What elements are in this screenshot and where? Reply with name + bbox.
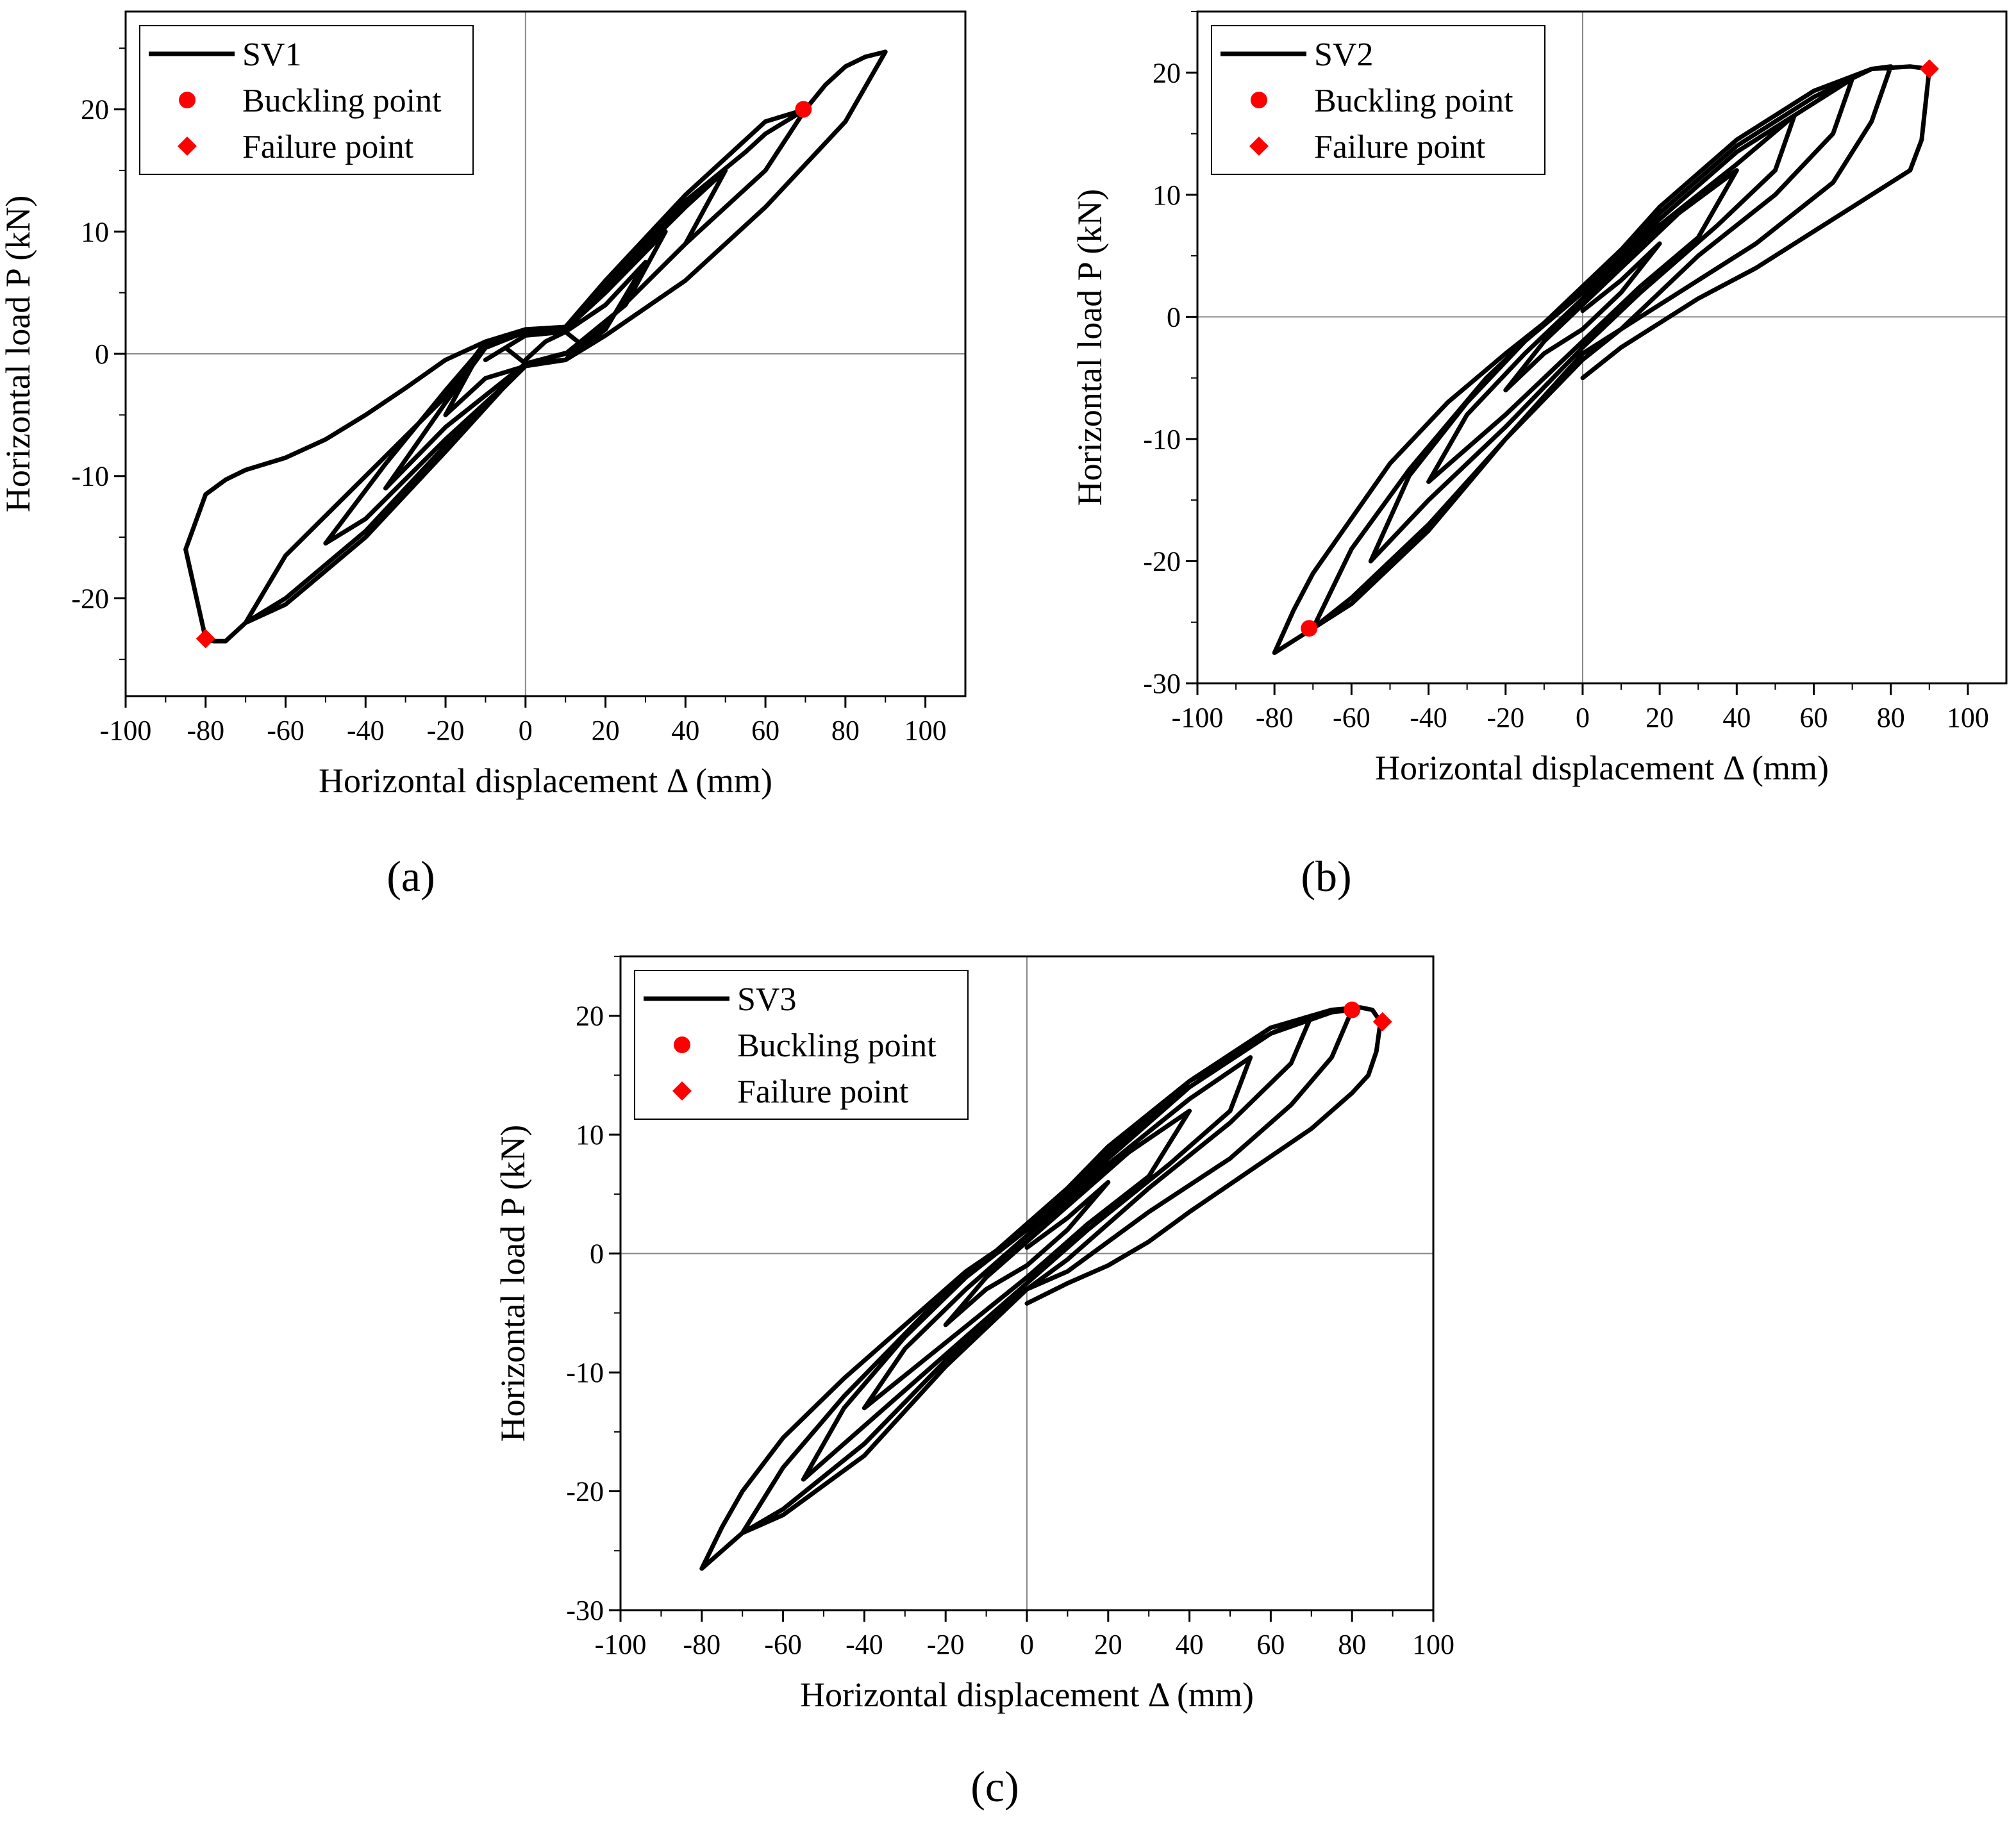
x-tick-label-a: -40 xyxy=(347,715,385,746)
x-tick-label-b: 0 xyxy=(1576,702,1590,733)
series-line-SV3 xyxy=(699,1005,1383,1571)
x-tick-label-c: 40 xyxy=(1176,1629,1204,1660)
x-tick-label-a: 40 xyxy=(671,715,699,746)
legend-circle-swatch-b xyxy=(1251,92,1267,108)
x-tick-label-b: 80 xyxy=(1877,702,1905,733)
legend-circle-swatch-a xyxy=(179,92,196,108)
failure-point-marker-b xyxy=(1919,59,1939,79)
failure-point-marker-a xyxy=(196,629,215,649)
y-tick-label-c: -20 xyxy=(566,1476,604,1508)
y-tick-label-a: 10 xyxy=(81,216,109,247)
x-tick-label-a: 0 xyxy=(519,715,533,746)
x-tick-label-a: 100 xyxy=(904,715,947,746)
panel-label-b: (b) xyxy=(1301,852,1351,901)
legend-entry-a: Buckling point xyxy=(242,83,442,119)
x-tick-label-b: -20 xyxy=(1487,702,1524,733)
x-tick-label-b: 20 xyxy=(1645,702,1674,733)
panel-label-a: (a) xyxy=(387,852,435,901)
y-tick-label-b: 0 xyxy=(1167,301,1181,333)
y-tick-label-b: 20 xyxy=(1153,57,1181,88)
legend-diamond-swatch-a xyxy=(178,137,197,156)
x-axis-title-a: Horizontal displacement Δ (mm) xyxy=(319,761,772,800)
y-tick-label-c: 20 xyxy=(576,1001,604,1032)
x-tick-label-c: 80 xyxy=(1338,1629,1366,1660)
x-axis-title-c: Horizontal displacement Δ (mm) xyxy=(800,1676,1254,1714)
plot-frame-b xyxy=(1196,10,2008,685)
legend-diamond-swatch-b xyxy=(1249,137,1269,156)
y-tick-label-b: 10 xyxy=(1153,179,1181,211)
legend-entry-c: Buckling point xyxy=(737,1028,937,1064)
chart-panel-c: -100 -80 -60 -40 -20 0 20 40 60 80 100-30-20-10010… xyxy=(494,955,1454,1811)
x-tick-label-b: -60 xyxy=(1333,702,1370,733)
y-tick-label-c: -10 xyxy=(566,1357,604,1388)
x-tick-label-c: -20 xyxy=(927,1629,965,1660)
y-axis-title-a: Horizontal load P (kN) xyxy=(0,196,37,512)
y-tick-label-a: -20 xyxy=(71,583,109,614)
x-tick-label-c: 0 xyxy=(1020,1629,1034,1660)
y-tick-label-c: 0 xyxy=(590,1238,604,1270)
legend-entry-a: Failure point xyxy=(242,129,414,165)
legend-a: SV1 Buckling point Failure point xyxy=(139,25,474,175)
failure-point-marker-c xyxy=(1372,1012,1392,1031)
legend-b: SV2 Buckling point Failure point xyxy=(1211,25,1545,175)
buckling-point-marker-b xyxy=(1301,620,1318,637)
x-tick-label-a: 60 xyxy=(751,715,779,746)
y-tick-label-c: -30 xyxy=(566,1595,604,1626)
y-tick-label-a: 0 xyxy=(95,338,109,370)
chart-panel-a: -100 -80 -60 -40 -20 0 20 40 60 80 100-20-1001020 … xyxy=(0,10,967,901)
x-tick-label-a: 20 xyxy=(592,715,620,746)
y-tick-label-b: -30 xyxy=(1143,668,1181,699)
buckling-point-marker-a xyxy=(795,101,812,118)
y-axis-title-c: Horizontal load P (kN) xyxy=(494,1125,532,1442)
x-tick-label-c: -40 xyxy=(846,1629,883,1660)
legend-entry-b: Failure point xyxy=(1314,129,1486,165)
x-tick-label-c: 100 xyxy=(1412,1629,1454,1660)
legend-circle-swatch-c xyxy=(674,1036,690,1053)
x-tick-label-c: 60 xyxy=(1256,1629,1285,1660)
y-tick-label-a: 20 xyxy=(81,94,109,126)
legend-entry-c: SV3 xyxy=(737,981,796,1018)
x-tick-label-b: -40 xyxy=(1410,702,1447,733)
x-tick-label-b: -80 xyxy=(1256,702,1294,733)
x-axis-title-b: Horizontal displacement Δ (mm) xyxy=(1375,749,1829,787)
x-tick-label-b: 100 xyxy=(1947,702,1989,733)
x-tick-label-a: -20 xyxy=(427,715,465,746)
chart-panel-b: -100 -80 -60 -40 -20 0 20 40 60 80 100-30-20-10010… xyxy=(1070,10,2008,901)
x-tick-label-c: -80 xyxy=(683,1629,721,1660)
series-line-SV2 xyxy=(1272,64,1932,655)
y-tick-label-b: -10 xyxy=(1143,424,1181,455)
x-tick-label-a: 80 xyxy=(831,715,860,746)
legend-entry-a: SV1 xyxy=(242,37,301,73)
y-tick-label-b: -20 xyxy=(1143,545,1181,577)
x-tick-label-c: -60 xyxy=(764,1629,802,1660)
x-tick-label-a: -60 xyxy=(267,715,304,746)
panel-label-c: (c) xyxy=(971,1762,1019,1811)
legend-entry-b: SV2 xyxy=(1314,37,1373,73)
legend-diamond-swatch-c xyxy=(672,1081,692,1101)
y-tick-label-c: 10 xyxy=(576,1119,604,1151)
legend-c: SV3 Buckling point Failure point xyxy=(634,970,969,1120)
x-tick-label-a: -80 xyxy=(187,715,224,746)
legend-entry-b: Buckling point xyxy=(1314,83,1513,119)
x-tick-label-a: -100 xyxy=(100,715,152,746)
y-tick-label-a: -10 xyxy=(71,461,109,492)
x-tick-label-b: 60 xyxy=(1800,702,1828,733)
y-axis-title-b: Horizontal load P (kN) xyxy=(1070,189,1109,506)
x-tick-label-b: 40 xyxy=(1722,702,1751,733)
legend-entry-c: Failure point xyxy=(737,1074,909,1110)
x-tick-label-b: -100 xyxy=(1172,702,1224,733)
buckling-point-marker-c xyxy=(1344,1001,1361,1019)
x-tick-label-c: -100 xyxy=(595,1629,647,1660)
x-tick-label-c: 20 xyxy=(1094,1629,1122,1660)
